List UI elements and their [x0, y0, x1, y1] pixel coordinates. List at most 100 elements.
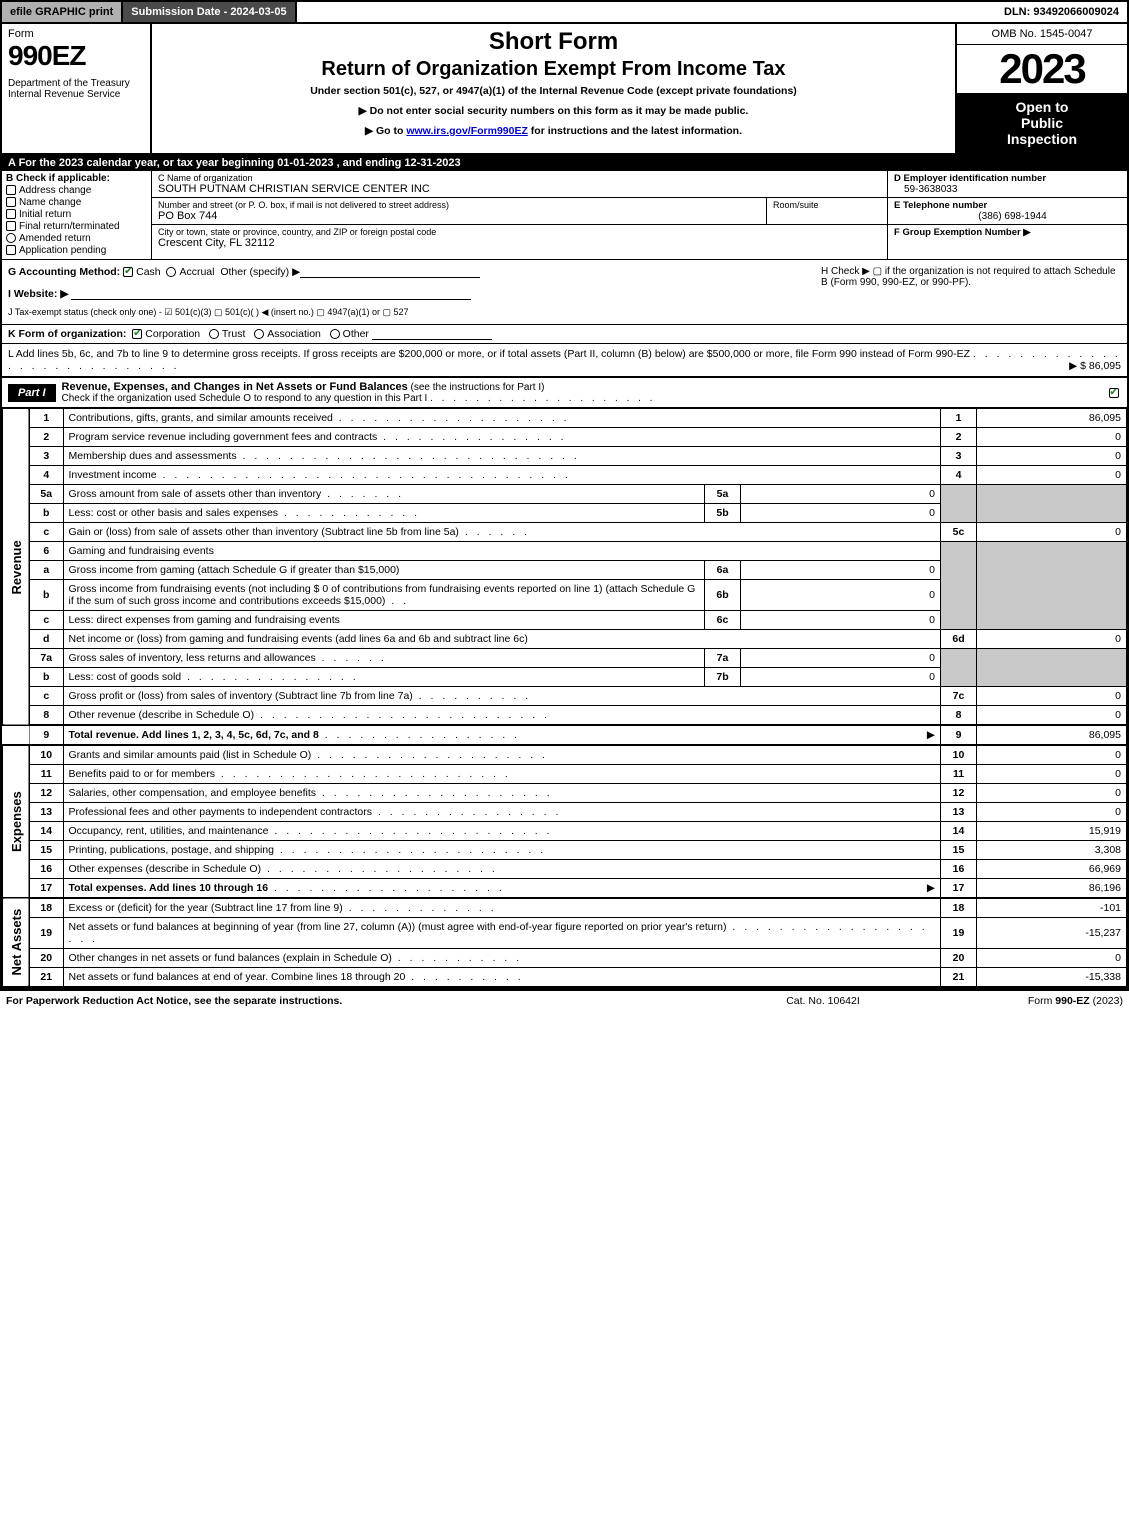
- desc-13: Professional fees and other payments to …: [63, 803, 941, 822]
- irs-link[interactable]: www.irs.gov/Form990EZ: [406, 125, 528, 137]
- num-15: 15: [941, 841, 977, 860]
- desc-10: Grants and similar amounts paid (list in…: [63, 745, 941, 765]
- num-9: 9: [941, 725, 977, 745]
- num-13: 13: [941, 803, 977, 822]
- desc-3: Membership dues and assessments . . . . …: [63, 447, 941, 466]
- side-label-revenue: Revenue: [3, 409, 30, 726]
- ln-7b: b: [29, 668, 63, 687]
- desc-6a: Gross income from gaming (attach Schedul…: [63, 561, 705, 580]
- footer-right-post: (2023): [1090, 995, 1123, 1007]
- chk-cash[interactable]: [123, 267, 133, 277]
- chk-application-pending[interactable]: Application pending: [6, 245, 147, 256]
- val-19: -15,237: [977, 918, 1127, 949]
- chk-trust[interactable]: [209, 329, 219, 339]
- chk-association[interactable]: [254, 329, 264, 339]
- page-footer: For Paperwork Reduction Act Notice, see …: [0, 989, 1129, 1011]
- group-exemption-cell: F Group Exemption Number ▶: [888, 225, 1127, 259]
- chk-address-change-label: Address change: [19, 185, 91, 196]
- row-g: G Accounting Method: Cash Accrual Other …: [8, 266, 821, 318]
- chk-name-change[interactable]: Name change: [6, 197, 147, 208]
- street-row: Number and street (or P. O. box, if mail…: [152, 198, 887, 225]
- val-21: -15,338: [977, 968, 1127, 987]
- chk-other[interactable]: [330, 329, 340, 339]
- j-text: J Tax-exempt status (check only one) - ☑…: [8, 307, 408, 317]
- val-6-shade: [977, 542, 1127, 630]
- ln-5c: c: [29, 523, 63, 542]
- val-16: 66,969: [977, 860, 1127, 879]
- subln-7b: 7b: [705, 668, 741, 687]
- chk-initial-return-label: Initial return: [19, 209, 71, 220]
- val-12: 0: [977, 784, 1127, 803]
- val-13: 0: [977, 803, 1127, 822]
- website-input[interactable]: [71, 288, 471, 300]
- part-1-checkline: Check if the organization used Schedule …: [62, 393, 1103, 404]
- sections-bcd: B Check if applicable: Address change Na…: [2, 171, 1127, 260]
- i-label: I Website: ▶: [8, 288, 68, 300]
- form-subtitle: Under section 501(c), 527, or 4947(a)(1)…: [158, 85, 949, 97]
- subln-5a: 5a: [705, 485, 741, 504]
- val-5ab-shade: [977, 485, 1127, 523]
- g-other-input[interactable]: [300, 266, 480, 278]
- part-1-title-text: Revenue, Expenses, and Changes in Net As…: [62, 381, 408, 393]
- footer-left: For Paperwork Reduction Act Notice, see …: [6, 995, 723, 1007]
- ln-11: 11: [29, 765, 63, 784]
- chk-address-change[interactable]: Address change: [6, 185, 147, 196]
- chk-corporation[interactable]: [132, 329, 142, 339]
- val-18: -101: [977, 898, 1127, 918]
- short-form-title: Short Form: [158, 28, 949, 56]
- part-1-checkbox[interactable]: [1103, 387, 1127, 399]
- desc-7b: Less: cost of goods sold . . . . . . . .…: [63, 668, 705, 687]
- j-tax-exempt: J Tax-exempt status (check only one) - ☑…: [8, 306, 821, 318]
- part-1-title: Revenue, Expenses, and Changes in Net As…: [62, 378, 1103, 407]
- subval-7b: 0: [741, 668, 941, 687]
- telephone-value: (386) 698-1944: [894, 211, 1121, 222]
- subval-5b: 0: [741, 504, 941, 523]
- k-other-input[interactable]: [372, 328, 492, 340]
- room-label: Room/suite: [773, 200, 881, 210]
- part-1-header: Part I Revenue, Expenses, and Changes in…: [2, 378, 1127, 408]
- chk-accrual[interactable]: [166, 267, 176, 277]
- form-990ez: efile GRAPHIC print Submission Date - 20…: [0, 0, 1129, 989]
- subln-7a: 7a: [705, 649, 741, 668]
- desc-20: Other changes in net assets or fund bala…: [63, 949, 941, 968]
- subval-5a: 0: [741, 485, 941, 504]
- section-c: C Name of organization SOUTH PUTNAM CHRI…: [152, 171, 887, 259]
- val-2: 0: [977, 428, 1127, 447]
- form-title: Return of Organization Exempt From Incom…: [158, 58, 949, 81]
- ln-6a: a: [29, 561, 63, 580]
- submission-date-button[interactable]: Submission Date - 2024-03-05: [123, 2, 296, 22]
- num-1: 1: [941, 409, 977, 428]
- street-cell: Number and street (or P. O. box, if mail…: [152, 198, 767, 224]
- num-18: 18: [941, 898, 977, 918]
- inspect-line2: Public: [961, 115, 1123, 131]
- form-number: 990EZ: [8, 40, 144, 72]
- k-label: K Form of organization:: [8, 328, 126, 340]
- desc-6b: Gross income from fundraising events (no…: [63, 580, 705, 611]
- num-4: 4: [941, 466, 977, 485]
- subval-6c: 0: [741, 611, 941, 630]
- efile-print-button[interactable]: efile GRAPHIC print: [2, 2, 123, 22]
- desc-16: Other expenses (describe in Schedule O) …: [63, 860, 941, 879]
- ln-1: 1: [29, 409, 63, 428]
- ln-7a: 7a: [29, 649, 63, 668]
- chk-initial-return[interactable]: Initial return: [6, 209, 147, 220]
- row-g-h: G Accounting Method: Cash Accrual Other …: [2, 260, 1127, 325]
- val-6d: 0: [977, 630, 1127, 649]
- val-20: 0: [977, 949, 1127, 968]
- group-exemption-label: F Group Exemption Number ▶: [894, 227, 1121, 238]
- desc-9: Total revenue. Add lines 1, 2, 3, 4, 5c,…: [63, 725, 941, 745]
- telephone-label: E Telephone number: [894, 200, 1121, 211]
- header-left: Form 990EZ Department of the Treasury In…: [2, 24, 152, 153]
- val-11: 0: [977, 765, 1127, 784]
- chk-final-return[interactable]: Final return/terminated: [6, 221, 147, 232]
- ein-value: 59-3638033: [894, 184, 1121, 195]
- side-label-rev-end: [3, 725, 30, 745]
- ln-15: 15: [29, 841, 63, 860]
- chk-amended-return[interactable]: Amended return: [6, 233, 147, 244]
- desc-11: Benefits paid to or for members . . . . …: [63, 765, 941, 784]
- inspect-line1: Open to: [961, 99, 1123, 115]
- part-1-table: Revenue 1 Contributions, gifts, grants, …: [2, 408, 1127, 987]
- header-center: Short Form Return of Organization Exempt…: [152, 24, 957, 153]
- desc-5c: Gain or (loss) from sale of assets other…: [63, 523, 941, 542]
- chk-amended-return-label: Amended return: [19, 233, 91, 244]
